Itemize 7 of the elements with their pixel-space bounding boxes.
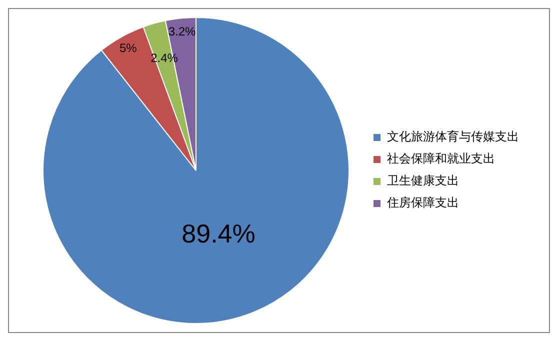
legend-label: 文化旅游体育与传媒支出: [387, 130, 519, 144]
legend-label: 社会保障和就业支出: [387, 152, 495, 166]
data-label: 89.4%: [182, 218, 256, 249]
legend-label: 住房保障支出: [386, 196, 459, 210]
legend-label: 卫生健康支出: [387, 174, 459, 188]
data-label: 3.2%: [168, 24, 196, 38]
data-label: 5%: [119, 41, 138, 56]
